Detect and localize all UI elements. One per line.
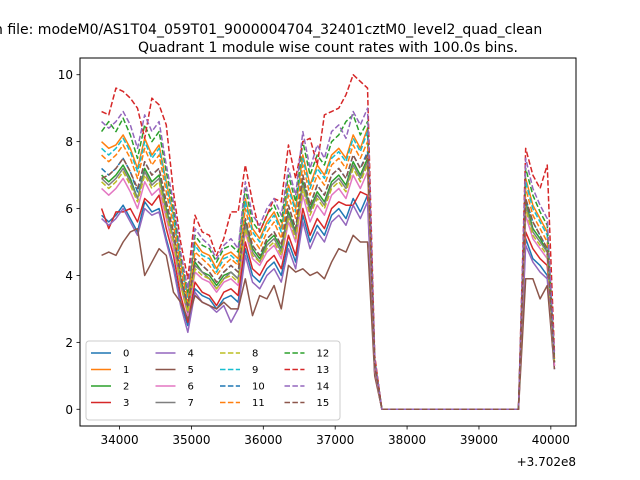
x-tick-label: 38000 — [388, 433, 426, 447]
legend-label-8: 8 — [252, 349, 258, 360]
y-axis: 0 2 4 6 8 10 — [58, 68, 80, 417]
legend-label-1: 1 — [123, 365, 129, 376]
legend-label-4: 4 — [188, 349, 194, 360]
x-tick-label: 36000 — [244, 433, 282, 447]
y-tick-label: 4 — [65, 269, 73, 283]
legend-label-2: 2 — [123, 382, 129, 393]
series-line-15 — [101, 154, 556, 411]
legend-label-7: 7 — [188, 398, 194, 409]
series-line-14 — [101, 107, 556, 411]
legend-label-14: 14 — [317, 382, 330, 393]
legend-label-9: 9 — [252, 365, 258, 376]
x-tick-label: 34000 — [100, 433, 138, 447]
legend-label-3: 3 — [123, 398, 129, 409]
legend-label-15: 15 — [317, 398, 330, 409]
plot-frame — [79, 57, 577, 427]
x-tick-label: 37000 — [316, 433, 354, 447]
x-axis: 34000 35000 36000 37000 38000 39000 40000 — [100, 426, 570, 447]
legend-label-12: 12 — [317, 349, 330, 360]
legend-label-13: 13 — [317, 365, 330, 376]
y-tick-label: 0 — [65, 403, 73, 417]
y-tick-label: 8 — [65, 135, 73, 149]
figure-suptitle: n file: modeM0/AS1T04_059T01_9000004704_… — [0, 22, 542, 38]
legend-label-0: 0 — [123, 349, 129, 360]
legend-label-5: 5 — [188, 365, 194, 376]
legend-label-11: 11 — [252, 398, 265, 409]
x-offset-label: +3.702e8 — [517, 455, 576, 469]
series-layer — [100, 73, 556, 411]
x-tick-label: 35000 — [172, 433, 210, 447]
x-tick-label: 40000 — [532, 433, 570, 447]
y-tick-label: 10 — [58, 68, 73, 82]
y-tick-label: 6 — [65, 202, 73, 216]
x-tick-label: 39000 — [460, 433, 498, 447]
legend-label-10: 10 — [252, 382, 265, 393]
chart-title: Quadrant 1 module wise count rates with … — [138, 40, 518, 56]
legend-box — [85, 340, 341, 421]
legend-label-6: 6 — [188, 382, 194, 393]
y-tick-label: 2 — [65, 336, 73, 350]
